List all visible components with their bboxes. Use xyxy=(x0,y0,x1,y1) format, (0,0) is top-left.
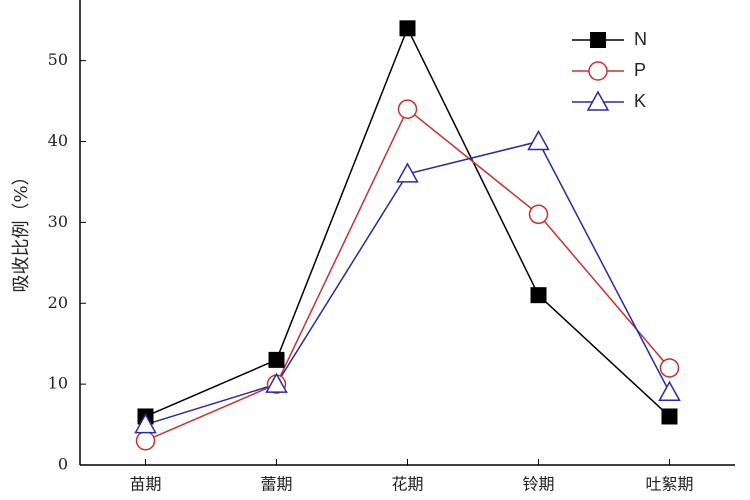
data-point xyxy=(528,204,549,225)
legend-marker xyxy=(588,61,608,81)
y-tick-label: 0 xyxy=(58,455,68,474)
series-line xyxy=(145,107,671,442)
data-point xyxy=(268,351,285,368)
legend-marker xyxy=(586,90,610,111)
x-tick-label: 铃期 xyxy=(522,475,554,494)
y-tick-label: 20 xyxy=(48,293,68,312)
legend-marker xyxy=(590,32,606,48)
data-point xyxy=(399,20,416,37)
data-point xyxy=(527,129,550,151)
y-axis-label: 吸收比例（%） xyxy=(11,167,32,292)
data-point xyxy=(134,413,157,434)
x-tick-label: 苗期 xyxy=(129,475,161,494)
series-line xyxy=(145,26,671,418)
x-tick-label: 花期 xyxy=(391,475,423,494)
data-point xyxy=(530,287,547,304)
x-tick-label: 蕾期 xyxy=(260,475,292,494)
y-tick-label: 50 xyxy=(48,50,68,69)
y-tick-label: 30 xyxy=(48,212,68,231)
data-point xyxy=(661,408,678,425)
legend-label: P xyxy=(634,60,646,80)
legend-label: K xyxy=(634,91,646,111)
data-point xyxy=(658,380,681,401)
data-point xyxy=(265,372,288,393)
data-point xyxy=(397,99,418,119)
data-point xyxy=(396,162,419,183)
data-point xyxy=(135,430,156,451)
x-tick-label: 吐絮期 xyxy=(645,475,693,494)
y-tick-label: 10 xyxy=(48,374,68,393)
legend-label: N xyxy=(634,29,647,49)
y-tick-label: 40 xyxy=(48,131,68,150)
data-point xyxy=(659,358,680,378)
